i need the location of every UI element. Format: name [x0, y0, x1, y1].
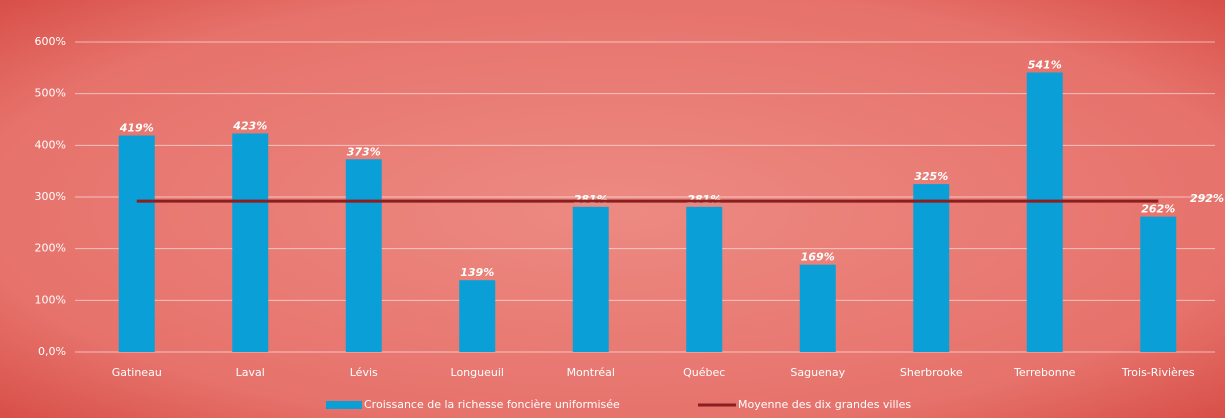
bar — [800, 265, 836, 352]
x-tick-label: Montréal — [567, 366, 615, 379]
legend-label: Croissance de la richesse foncière unifo… — [364, 398, 620, 411]
bar — [913, 184, 949, 352]
x-tick-label: Sherbrooke — [900, 366, 963, 379]
value-label: 541% — [1028, 58, 1062, 71]
bar — [573, 207, 609, 352]
x-tick-label: Trois-Rivières — [1121, 366, 1195, 379]
value-label: 262% — [1141, 203, 1175, 216]
x-tick-label: Québec — [683, 366, 725, 379]
value-label: 281% — [687, 193, 721, 206]
x-tick-label: Longueuil — [451, 366, 504, 379]
bar — [232, 133, 268, 352]
value-label: 139% — [460, 266, 494, 279]
x-tick-label: Terrebonne — [1013, 366, 1076, 379]
x-tick-label: Gatineau — [112, 366, 162, 379]
value-label: 423% — [232, 119, 267, 132]
legend-label: Moyenne des dix grandes villes — [738, 398, 911, 411]
y-tick-label: 200% — [35, 242, 66, 255]
bar — [119, 136, 155, 352]
value-label: 325% — [914, 170, 948, 183]
value-label: 169% — [801, 251, 835, 264]
bar — [346, 159, 382, 352]
y-tick-label: 0,0% — [38, 345, 66, 358]
page: 0,0% 100% 200% 300% 400% 500% 600% 419% 423% 373%… — [0, 0, 1225, 418]
bar — [459, 280, 495, 352]
x-tick-label: Lévis — [350, 366, 378, 379]
y-tick-label: 100% — [35, 293, 66, 306]
y-tick-label: 500% — [35, 87, 66, 100]
chart: 0,0% 100% 200% 300% 400% 500% 600% 419% 423% 373%… — [0, 0, 1225, 418]
value-label: 373% — [347, 145, 381, 158]
x-tick-label: Saguenay — [790, 366, 845, 379]
reference-label: 292% — [1190, 192, 1224, 205]
value-label: 419% — [119, 122, 154, 135]
y-tick-label: 600% — [35, 35, 66, 48]
x-tick-label: Laval — [236, 366, 265, 379]
value-label: 281% — [574, 193, 608, 206]
legend-swatch — [326, 401, 362, 409]
bar — [1140, 217, 1176, 352]
bar — [1027, 72, 1063, 352]
bar — [686, 207, 722, 352]
y-tick-label: 400% — [35, 138, 66, 151]
y-tick-label: 300% — [35, 190, 66, 203]
